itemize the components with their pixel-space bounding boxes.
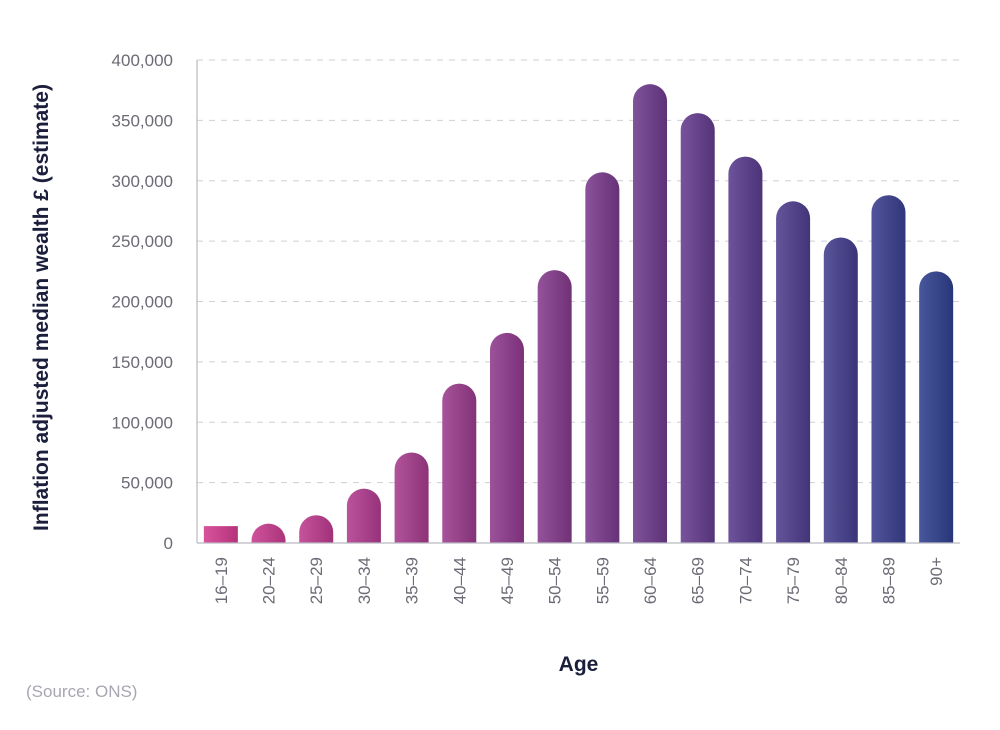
x-tick-label: 16–19	[212, 557, 231, 604]
x-tick-label: 80–84	[832, 557, 851, 604]
y-tick-label: 50,000	[121, 474, 173, 493]
x-tick-label: 40–44	[450, 557, 469, 604]
bar-30–34	[346, 488, 381, 543]
bar-25–29	[299, 515, 334, 543]
x-tick-label: 70–74	[736, 557, 755, 604]
x-tick-label: 50–54	[546, 557, 565, 604]
x-tick-label: 30–34	[355, 557, 374, 604]
x-tick-label: 65–69	[689, 557, 708, 604]
x-axis-ticks: 16–19 20–24 25–29 30–34 35–39 40–44 45–49 50–54…	[212, 557, 946, 604]
bar-45–49	[489, 332, 524, 543]
y-tick-label: 200,000	[112, 293, 173, 312]
bar-50–54	[537, 270, 572, 543]
bar-60–64	[633, 84, 668, 544]
x-tick-label: 35–39	[403, 557, 422, 604]
bar-16–19	[203, 526, 238, 543]
bar-85–89	[871, 195, 906, 544]
x-tick-label: 85–89	[879, 557, 898, 604]
x-tick-label: 90+	[927, 557, 946, 586]
y-tick-label: 350,000	[112, 111, 173, 130]
y-tick-label: 400,000	[112, 51, 173, 70]
bar-90+	[919, 271, 954, 543]
x-tick-label: 45–49	[498, 557, 517, 604]
y-tick-label: 150,000	[112, 353, 173, 372]
bar-35–39	[394, 452, 429, 543]
y-tick-label: 0	[164, 534, 173, 553]
bar-75–79	[776, 201, 811, 543]
x-tick-label: 20–24	[260, 557, 279, 604]
bar-40–44	[442, 383, 477, 543]
y-tick-label: 300,000	[112, 172, 173, 191]
y-axis-title: Inflation adjusted median wealth £ (esti…	[30, 84, 53, 531]
x-tick-label: 75–79	[784, 557, 803, 604]
y-axis-ticks: 0 50,000 100,000 150,000 200,000 250,000 300,0…	[112, 51, 173, 553]
bar-70–74	[728, 156, 763, 543]
y-tick-label: 100,000	[112, 413, 173, 432]
bar-65–69	[680, 113, 715, 543]
x-axis-title: Age	[559, 653, 599, 676]
bar-80–84	[823, 237, 858, 543]
bars	[203, 84, 954, 544]
source-note: (Source: ONS)	[26, 682, 138, 701]
x-tick-label: 60–64	[641, 557, 660, 604]
bar-20–24	[251, 523, 286, 543]
x-tick-label: 55–59	[593, 557, 612, 604]
bar-55–59	[585, 172, 620, 544]
y-tick-label: 250,000	[112, 232, 173, 251]
x-tick-label: 25–29	[307, 557, 326, 604]
